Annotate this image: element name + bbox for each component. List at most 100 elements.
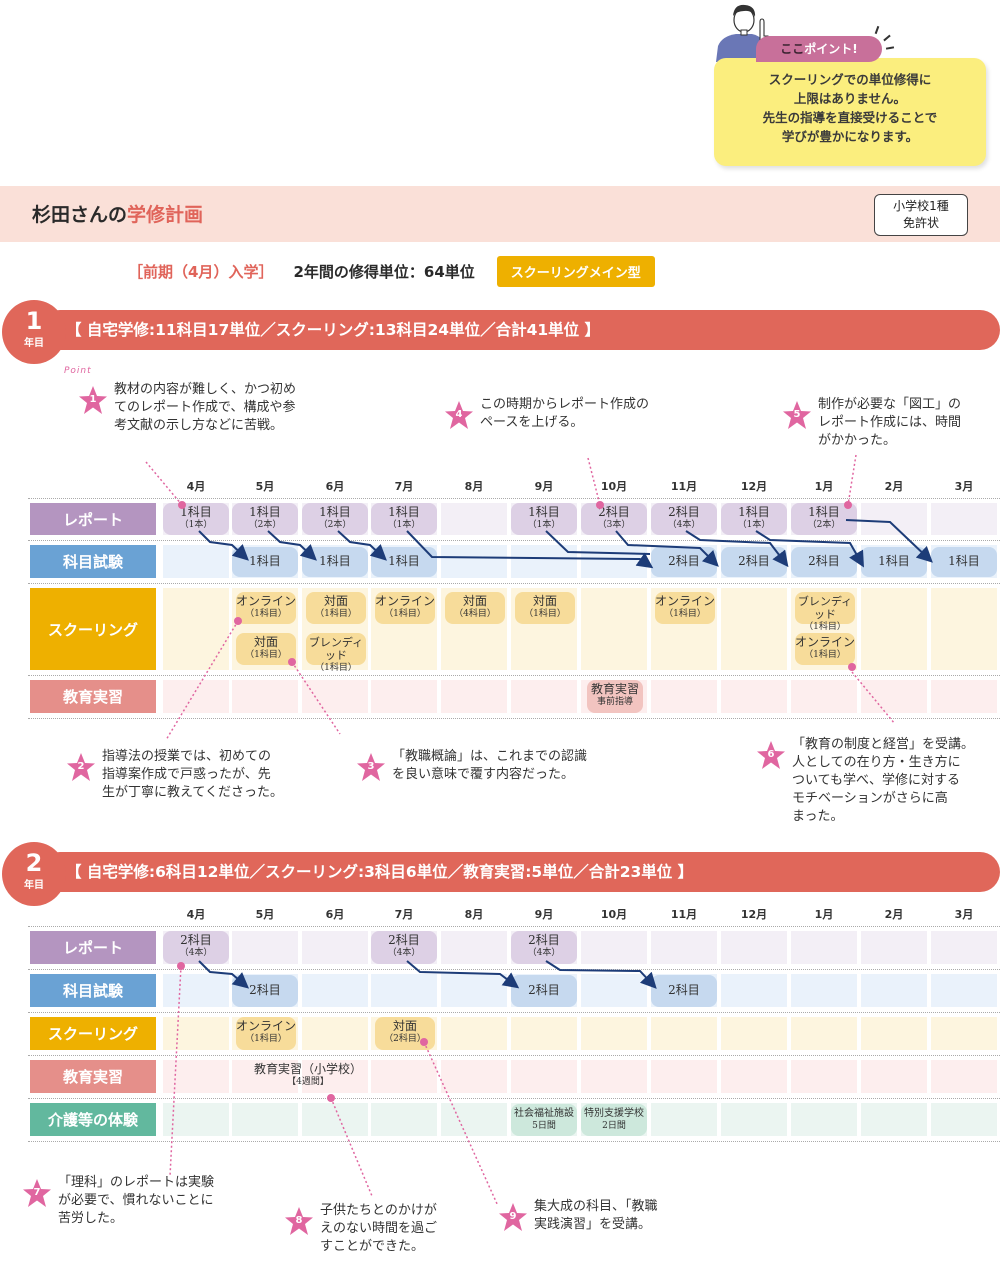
comment-line: すことができた。	[320, 1239, 425, 1254]
page-title: 杉田さんの学修計画	[32, 200, 203, 227]
month-header: 12月	[740, 908, 768, 921]
comment-line: 「教育の制度と経営」を受講。	[792, 737, 975, 752]
row-label-report: レポート	[30, 503, 156, 535]
grid-cell	[581, 588, 647, 670]
row-label-practice: 教育実習	[30, 1060, 156, 1093]
chip-sub: （2科目）	[384, 1034, 426, 1044]
chip-main: 2科目	[668, 983, 700, 997]
month-header: 8月	[464, 480, 484, 493]
chip-main: 2科目	[528, 933, 560, 947]
comment-line: 「教職概論」は、これまでの認識	[392, 749, 588, 764]
chip-sub: （1科目）	[524, 609, 566, 619]
year-label: 年目	[24, 880, 44, 891]
chip-main: オンライン	[655, 594, 716, 608]
chip-main: ブレンディッド	[308, 636, 364, 662]
comment-text: 「教職概論」は、これまでの認識 を良い意味で覆す内容だった。	[392, 748, 587, 784]
grid-cell	[232, 931, 298, 964]
report-chip: 1科目 （1本）	[371, 503, 437, 535]
chip-main: 2科目	[738, 554, 770, 568]
star-number-icon: 3	[356, 752, 386, 782]
chip-main: ブレンディッド	[797, 595, 853, 621]
month-header: 3月	[954, 908, 974, 921]
chip-main: 1科目	[388, 554, 420, 568]
chip-main: 教育実習（小学校）	[253, 1062, 362, 1076]
schooling-chip: 対面 （2科目）	[375, 1017, 435, 1050]
chip-main: 対面	[392, 1019, 417, 1033]
year-label: 年目	[24, 338, 44, 349]
license-badge: 小学校1種 免許状	[874, 194, 968, 236]
comment-text: 「教育の制度と経営」を受講。 人としての在り方・生き方に ついても学べ、学修に対する…	[792, 736, 974, 826]
grid-cell	[721, 974, 787, 1007]
chip-sub: 2日間	[602, 1121, 626, 1131]
comment-line: てのレポート作成で、構成や参	[114, 400, 296, 415]
report-chip: 1科目 （2本）	[791, 503, 857, 535]
grid-cell	[371, 1103, 437, 1136]
grid-cell	[511, 680, 577, 713]
year-number: 1	[25, 307, 43, 335]
star-number-icon: 8	[284, 1206, 314, 1236]
schooling-chip: 対面 （1科目）	[306, 592, 366, 624]
report-chip: 1科目 （1本）	[163, 503, 229, 535]
grid-cell	[302, 1017, 368, 1050]
chip-main: 対面	[532, 594, 557, 608]
chip-main: 2科目	[180, 933, 212, 947]
grid-cell	[441, 931, 507, 964]
grid-cell	[581, 931, 647, 964]
title-accent: 学修計画	[127, 204, 204, 226]
month-header: 9月	[534, 480, 554, 493]
grid-cell	[861, 1017, 927, 1050]
comment-text: 指導法の授業では、初めての 指導案作成で戸惑ったが、先 生が丁寧に教えてくださった。	[102, 748, 283, 802]
comment-line: 集大成の科目、「教職	[534, 1199, 658, 1214]
summary-row: ［前期（4月）入学］ 2年間の修得単位：64単位 スクーリングメイン型	[128, 256, 655, 287]
month-header: 10月	[600, 908, 628, 921]
schooling-chip: ブレンディッド （1科目）	[795, 592, 855, 632]
chip-sub: 【4週間】	[287, 1077, 329, 1087]
grid-cell	[721, 1060, 787, 1093]
schooling-chip: 対面 （4科目）	[445, 592, 505, 624]
chip-sub: （1科目）	[315, 663, 357, 673]
divider	[28, 675, 1000, 676]
row-label-exam: 科目試験	[30, 974, 156, 1007]
divider	[28, 1012, 1000, 1013]
total-credits: 2年間の修得単位：64単位	[293, 263, 475, 281]
month-header: 9月	[534, 908, 554, 921]
grid-cell	[651, 931, 717, 964]
grid-cell	[441, 1103, 507, 1136]
schooling-chip: 対面 （1科目）	[515, 592, 575, 624]
grid-cell	[232, 680, 298, 713]
schooling-chip: オンライン （1科目）	[375, 592, 435, 624]
title-name: 杉田さんの	[32, 204, 128, 226]
grid-cell	[441, 1060, 507, 1093]
comment-line: ついても学べ、学修に対する	[792, 773, 960, 788]
month-header: 2月	[884, 480, 904, 493]
month-header: 11月	[670, 480, 698, 493]
point-callout-text: スクーリングでの単位修得に 上限はありません。 先生の指導を直接受けることで 学…	[714, 70, 986, 146]
chip-sub: （2本）	[807, 520, 841, 530]
comment-line: 生が丁寧に教えてくださった。	[102, 785, 283, 800]
star-number-icon: 1	[78, 385, 108, 415]
month-header: 7月	[394, 480, 414, 493]
grid-cell	[721, 1103, 787, 1136]
chip-sub: （4本）	[387, 948, 421, 958]
chip-main: 2科目	[668, 554, 700, 568]
chip-main: 1科目	[249, 554, 281, 568]
star-number-icon: 4	[444, 400, 474, 430]
spark-mark-icon	[874, 25, 880, 35]
comment-text: 「理科」のレポートは実験 が必要で、慣れないことに 苦労した。	[58, 1174, 214, 1228]
report-chip: 1科目 （1本）	[511, 503, 577, 535]
star-number-icon: 9	[498, 1202, 528, 1232]
chip-main: 1科目	[319, 505, 351, 519]
chip-sub: （4本）	[179, 948, 213, 958]
grid-cell	[371, 680, 437, 713]
comment-line: を良い意味で覆す内容だった。	[392, 767, 575, 782]
grid-cell	[651, 680, 717, 713]
grid-cell	[302, 1103, 368, 1136]
grid-cell	[441, 545, 507, 578]
row-label-exam: 科目試験	[30, 545, 156, 578]
divider	[28, 583, 1000, 584]
chip-sub: （1本）	[527, 520, 561, 530]
chip-sub: （1科目）	[245, 1034, 287, 1044]
comment-text: 子供たちとのかけが えのない時間を過ご すことができた。	[320, 1202, 437, 1256]
chip-main: オンライン	[236, 594, 297, 608]
grid-cell	[371, 1060, 437, 1093]
